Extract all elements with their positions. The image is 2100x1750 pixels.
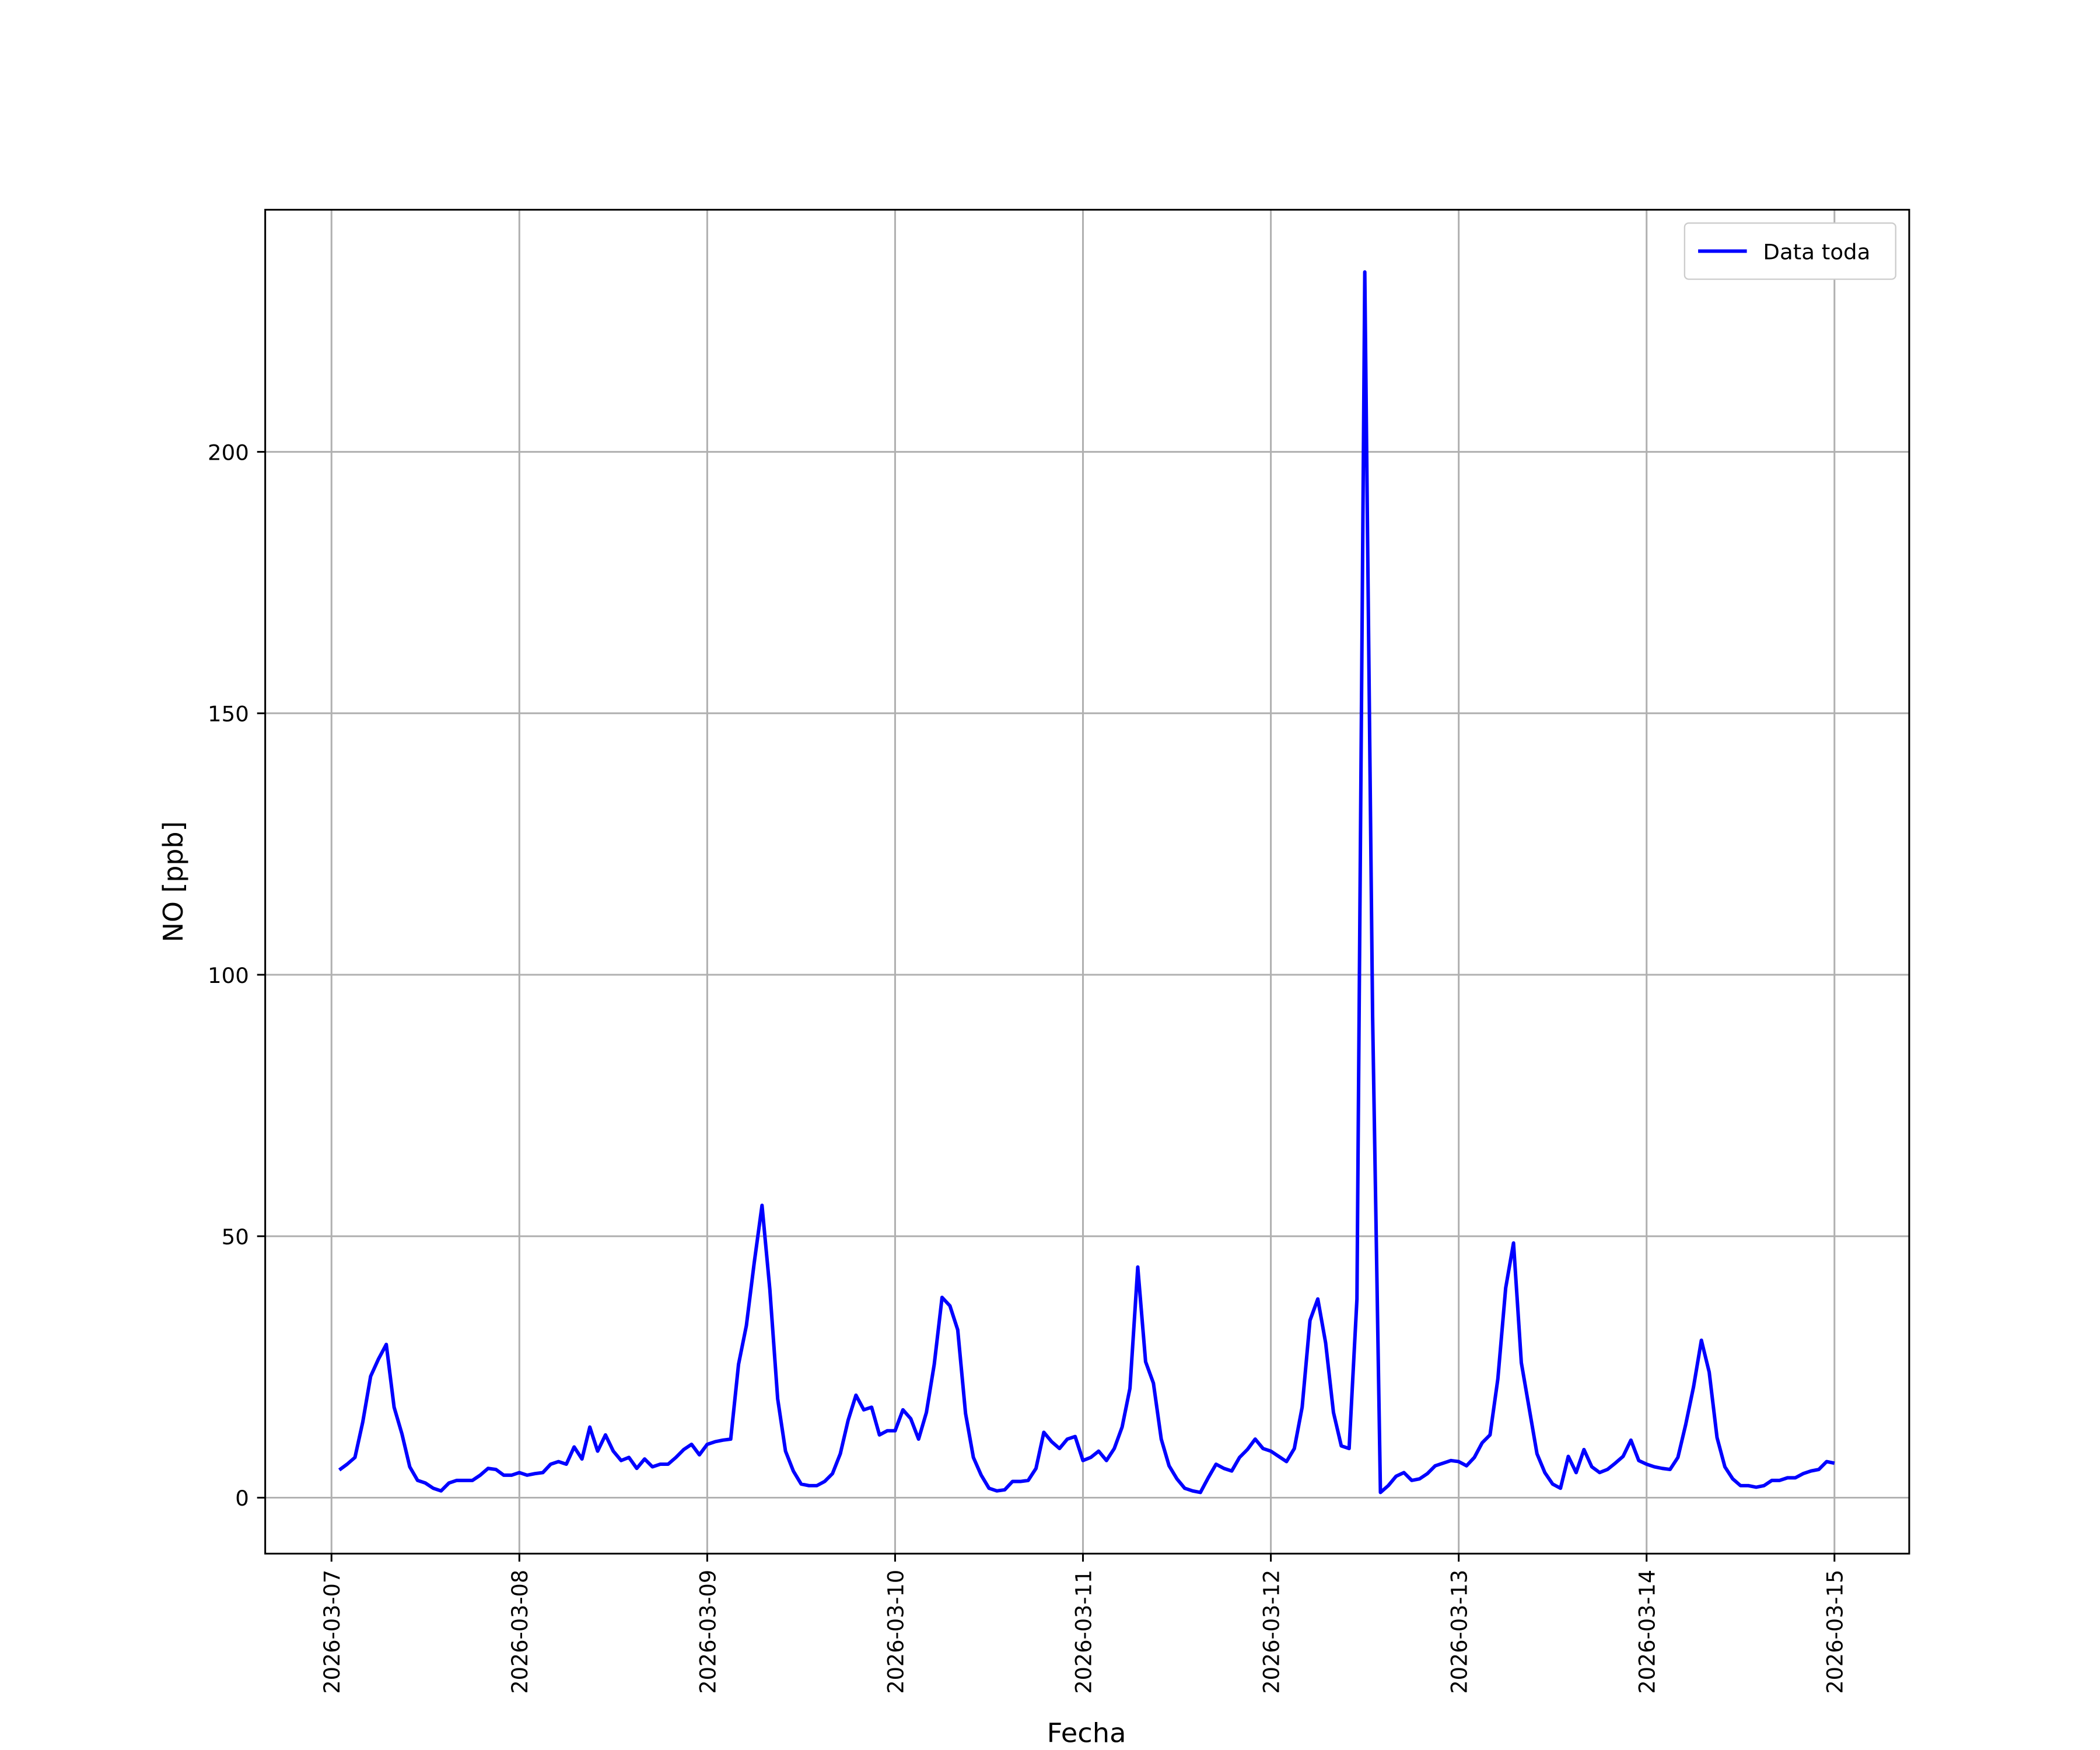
x-tick-label: 2026-03-07 <box>320 1570 345 1694</box>
x-axis-label: Fecha <box>1047 1717 1126 1749</box>
y-tick-label: 100 <box>208 963 249 988</box>
x-tick-label: 2026-03-12 <box>1259 1570 1284 1694</box>
x-tick-label: 2026-03-10 <box>883 1570 908 1694</box>
x-tick-label: 2026-03-08 <box>508 1570 533 1694</box>
y-tick-label: 50 <box>222 1224 249 1250</box>
x-tick-label: 2026-03-11 <box>1071 1570 1096 1694</box>
x-tick-label: 2026-03-15 <box>1822 1570 1847 1694</box>
x-tick-label: 2026-03-13 <box>1447 1570 1472 1694</box>
y-tick-label: 200 <box>208 440 249 466</box>
x-tick-label: 2026-03-14 <box>1634 1570 1660 1694</box>
legend-box <box>1684 222 1896 280</box>
legend-label: Data toda <box>1763 239 1870 264</box>
plot-frame <box>264 209 1910 1555</box>
y-tick-label: 150 <box>208 702 249 727</box>
data-line <box>338 270 1835 1494</box>
y-tick-label: 0 <box>235 1486 249 1511</box>
x-tick-label: 2026-03-09 <box>695 1570 720 1694</box>
y-axis-label: NO [ppb] <box>158 821 189 943</box>
